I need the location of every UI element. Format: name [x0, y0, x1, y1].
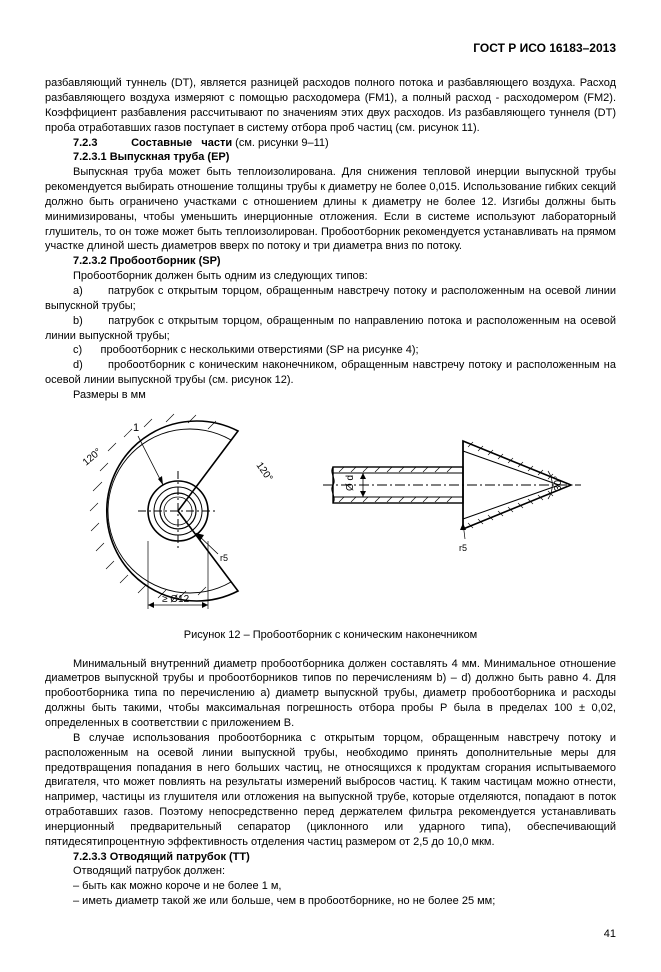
- para-7233-b: – иметь диаметр такой же или больше, чем…: [45, 894, 616, 909]
- item-a: a) патрубок с открытым торцом, обращенны…: [45, 284, 616, 314]
- section-7233: 7.2.3.3 Отводящий патрубок (TT): [45, 850, 616, 865]
- item-b-text: патрубок с открытым торцом, обращенным п…: [45, 315, 616, 342]
- section-7231: 7.2.3.1 Выпускная труба (EP): [45, 150, 616, 165]
- item-b: b) патрубок с открытым торцом, обращенны…: [45, 314, 616, 344]
- angle-right-label: 120°: [254, 460, 275, 483]
- para-7232-intro: Пробоотборник должен быть одним из следу…: [45, 269, 616, 284]
- label-1: 1: [133, 422, 139, 434]
- item-c-lead: c): [73, 344, 82, 356]
- item-d: d) пробоотборник с коническим наконечник…: [45, 358, 616, 388]
- r5-label-right: r5: [459, 543, 467, 553]
- item-a-text: патрубок с открытым торцом, обращенным н…: [45, 285, 616, 312]
- para-after-2: В случае использования пробоотборника с …: [45, 731, 616, 850]
- dims-label: Размеры в мм: [45, 388, 616, 403]
- item-d-lead: d): [73, 359, 83, 371]
- para-7233-a: – быть как можно короче и не более 1 м,: [45, 879, 616, 894]
- item-c-text: пробоотборник с несколькими отверстиями …: [101, 344, 419, 356]
- para-after-1: Минимальный внутренний диаметр пробоотбо…: [45, 657, 616, 731]
- figure-caption: Рисунок 12 – Пробоотборник с коническим …: [45, 628, 616, 643]
- figure-12-left: 120° 120° 1 r5 ≥ Ø12: [78, 411, 288, 616]
- r5-label-left: r5: [220, 553, 228, 563]
- para-7231: Выпускная труба может быть теплоизолиров…: [45, 165, 616, 254]
- page-number: 41: [45, 927, 616, 942]
- figure-12: 120° 120° 1 r5 ≥ Ø12: [45, 411, 616, 616]
- section-7232: 7.2.3.2 Пробоотборник (SP): [45, 254, 616, 269]
- figure-12-right: Ø d 30° r5: [323, 411, 583, 561]
- item-c: c) пробоотборник с несколькими отверстия…: [45, 343, 616, 358]
- diameter-label-left: ≥ Ø12: [162, 594, 190, 605]
- angle-left-label: 120°: [81, 446, 104, 468]
- section-title-b: части: [201, 137, 232, 149]
- doc-header: ГОСТ Р ИСО 16183–2013: [45, 40, 616, 56]
- item-d-text: пробоотборник с коническим наконечником,…: [45, 359, 616, 386]
- diameter-d-label: Ø d: [345, 475, 356, 491]
- item-a-lead: a): [73, 285, 83, 297]
- section-note: (см. рисунки 9–11): [235, 137, 329, 149]
- para-intro: разбавляющий туннель (DT), является разн…: [45, 76, 616, 135]
- angle-30-label: 30°: [553, 476, 564, 491]
- item-b-lead: b): [73, 315, 83, 327]
- section-num: 7.2.3: [73, 137, 97, 149]
- section-title-a: Составные: [131, 137, 192, 149]
- para-7233-intro: Отводящий патрубок должен:: [45, 864, 616, 879]
- section-723: 7.2.3 Составные части (см. рисунки 9–11): [45, 136, 616, 151]
